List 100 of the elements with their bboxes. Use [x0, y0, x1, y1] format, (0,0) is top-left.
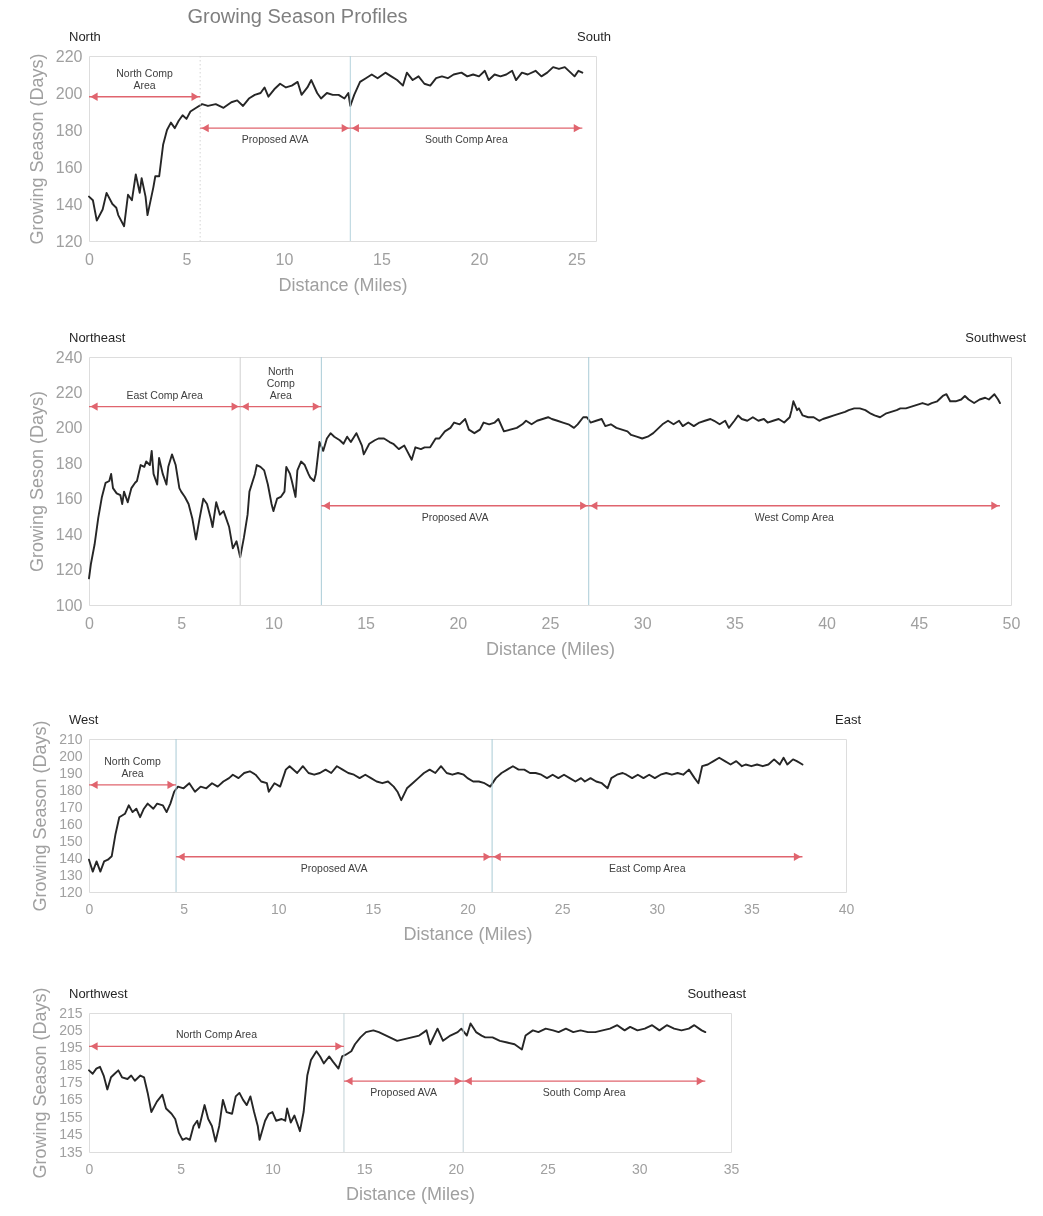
x-axis-title: Distance (Miles) — [485, 638, 616, 659]
text: North — [69, 29, 101, 44]
x-tick-label: 35 — [744, 900, 760, 917]
y-tick-label: 195 — [59, 1039, 83, 1056]
y-tick-label: 155 — [59, 1108, 83, 1125]
x-tick-label: 25 — [568, 250, 586, 268]
y-tick-label: 140 — [59, 849, 83, 866]
x-tick-label: 20 — [448, 1160, 465, 1177]
x-axis-title: Distance (Miles) — [278, 274, 408, 295]
y-tick-label: 140 — [55, 195, 83, 213]
y-tick-label: 240 — [55, 348, 83, 366]
annotation: North Comp Area — [116, 66, 174, 91]
x-tick-label: 10 — [270, 900, 287, 917]
x-tick-label: 30 — [633, 614, 652, 632]
annotation: North Comp Area — [175, 1028, 258, 1041]
annotation: North Comp Area — [266, 364, 295, 401]
y-axis-title: Growing Season (Days) — [30, 720, 51, 912]
x-tick-label: 25 — [541, 614, 560, 632]
y-tick-label: 215 — [59, 1004, 83, 1021]
y-tick-label: 170 — [59, 798, 83, 815]
x-tick-label: 15 — [357, 614, 376, 632]
y-tick-label: 140 — [55, 525, 83, 543]
x-tick-label: 10 — [265, 614, 283, 632]
y-tick-label: 160 — [55, 158, 83, 176]
x-tick-label: 25 — [554, 900, 571, 917]
annotation: East Comp Area — [609, 861, 686, 874]
x-tick-label: 15 — [373, 250, 391, 268]
y-tick-label: 180 — [59, 781, 83, 798]
text: Southeast — [687, 986, 747, 1001]
y-tick-label: 120 — [55, 561, 83, 579]
x-tick-label: 25 — [540, 1160, 557, 1177]
annotation: West Comp Area — [754, 510, 835, 523]
y-tick-label: 180 — [55, 121, 83, 139]
x-tick-label: 5 — [180, 900, 189, 917]
annotation: North Comp Area — [104, 754, 161, 779]
x-tick-label: 10 — [275, 250, 294, 268]
x-tick-label: 0 — [85, 250, 95, 268]
x-axis-title: Distance (Miles) — [403, 923, 533, 944]
annotation: South Comp Area — [424, 133, 508, 146]
x-tick-label: 40 — [838, 900, 855, 917]
y-tick-label: 180 — [55, 454, 83, 472]
y-tick-label: 175 — [59, 1074, 83, 1090]
x-tick-label: 30 — [632, 1160, 648, 1177]
y-tick-label: 220 — [55, 383, 83, 401]
x-tick-label: 20 — [449, 614, 468, 632]
x-tick-label: 20 — [460, 900, 476, 917]
y-tick-label: 120 — [59, 883, 83, 900]
chart-title: Growing Season Profiles — [187, 5, 408, 27]
y-tick-label: 190 — [59, 764, 83, 781]
y-axis-title: Growing Season (Days) — [26, 53, 47, 245]
y-axis-title: Growing Seson (Days) — [26, 390, 47, 573]
y-tick-label: 150 — [59, 832, 83, 849]
line-series — [88, 756, 804, 873]
y-tick-label: 210 — [59, 730, 83, 747]
x-axis-title: Distance (Miles) — [345, 1183, 476, 1204]
annotation: East Comp Area — [126, 388, 203, 401]
text: West — [69, 712, 99, 727]
x-tick-label: 45 — [910, 614, 929, 632]
y-tick-label: 205 — [59, 1021, 83, 1038]
annotation: Proposed AVA — [421, 510, 489, 523]
y-axis-title: Growing Season (Days) — [30, 987, 51, 1179]
x-tick-label: 15 — [356, 1160, 373, 1177]
y-tick-label: 120 — [55, 232, 83, 250]
annotation: South Comp Area — [542, 1086, 626, 1099]
text: East — [834, 712, 862, 727]
x-tick-label: 5 — [177, 614, 187, 632]
x-tick-label: 50 — [1002, 614, 1021, 632]
y-tick-label: 200 — [55, 419, 83, 437]
line-series — [88, 1022, 707, 1143]
y-tick-label: 160 — [59, 815, 83, 832]
y-tick-label: 185 — [59, 1056, 83, 1073]
line-series — [88, 66, 584, 228]
x-tick-label: 35 — [726, 614, 744, 632]
annotation: Proposed AVA — [300, 861, 368, 874]
y-tick-label: 200 — [59, 747, 83, 764]
x-tick-label: 35 — [723, 1160, 740, 1177]
text: Southwest — [965, 330, 1027, 345]
x-tick-label: 5 — [177, 1160, 186, 1177]
x-tick-label: 0 — [85, 614, 95, 632]
x-tick-label: 20 — [470, 250, 489, 268]
x-tick-label: 0 — [85, 900, 94, 917]
y-tick-label: 130 — [59, 866, 83, 883]
y-tick-label: 145 — [59, 1126, 83, 1143]
x-tick-label: 40 — [818, 614, 837, 632]
y-tick-label: 165 — [59, 1091, 83, 1108]
y-tick-label: 200 — [55, 84, 83, 102]
y-tick-label: 135 — [59, 1143, 83, 1160]
x-tick-label: 30 — [649, 900, 666, 917]
text: Northeast — [69, 330, 126, 345]
text: Northwest — [69, 986, 128, 1001]
x-tick-label: 0 — [85, 1160, 94, 1177]
text: South — [577, 29, 611, 44]
y-tick-label: 220 — [55, 47, 83, 65]
annotation: Proposed AVA — [241, 133, 309, 146]
line-series — [88, 393, 1001, 580]
annotation: Proposed AVA — [370, 1086, 437, 1099]
x-tick-label: 10 — [265, 1160, 281, 1177]
y-tick-label: 160 — [55, 490, 83, 508]
x-tick-label: 15 — [365, 900, 382, 917]
y-tick-label: 100 — [55, 596, 83, 614]
